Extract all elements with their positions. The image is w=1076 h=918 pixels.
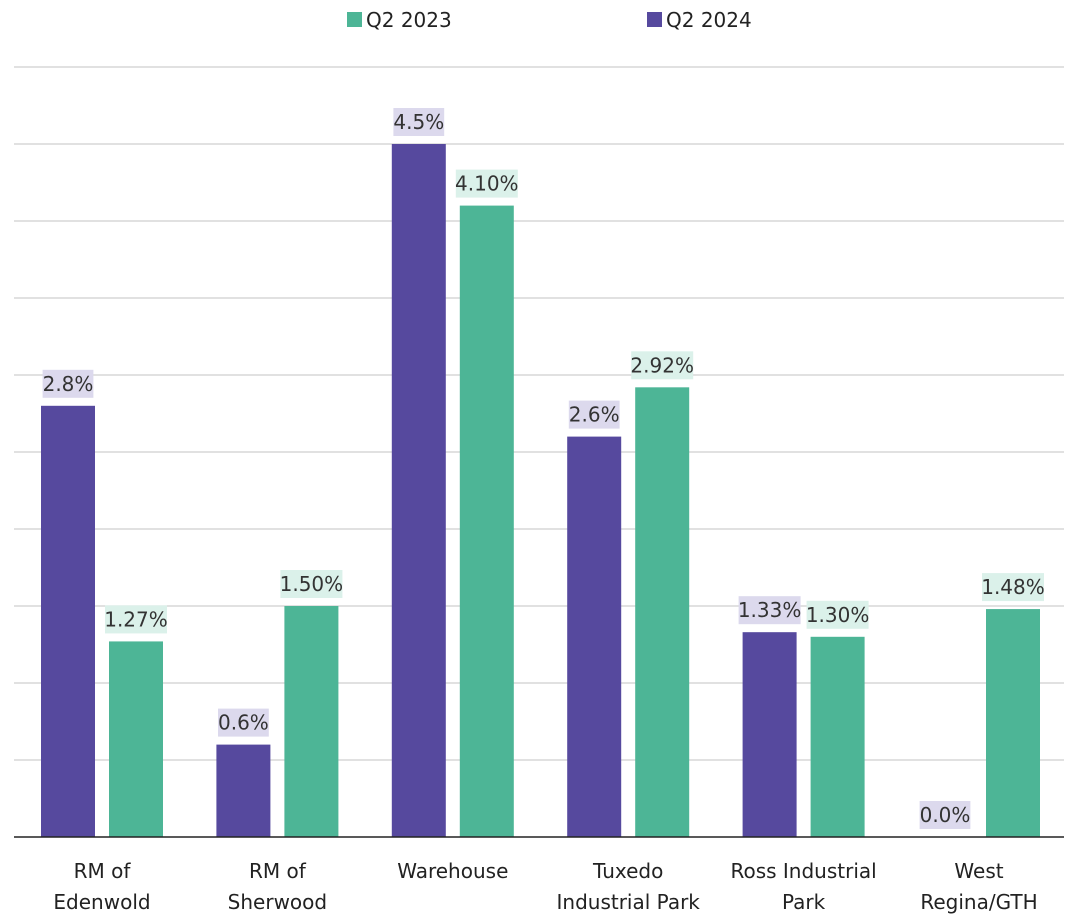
bar	[986, 609, 1040, 837]
bar	[742, 632, 797, 837]
data-label: 2.8%	[42, 369, 94, 398]
data-label: 0.0%	[919, 801, 971, 829]
category-label: Ross Industrial Park	[730, 859, 876, 914]
category-label: Tuxedo Industrial Park	[557, 859, 701, 914]
data-label-background	[280, 570, 343, 598]
bar	[216, 744, 271, 837]
data-label-text: 0.6%	[218, 711, 269, 735]
gridlines	[14, 66, 1064, 761]
data-label: 2.92%	[630, 351, 694, 380]
category-label: Warehouse	[397, 859, 508, 883]
data-label: 1.48%	[981, 573, 1045, 602]
legend-swatch	[647, 12, 662, 27]
bar	[391, 144, 446, 837]
data-label-background	[806, 600, 869, 629]
legend-item: Q2 2024	[647, 8, 752, 32]
data-label-text: 4.5%	[393, 110, 444, 134]
data-label-background	[919, 801, 971, 829]
data-label: 0.6%	[218, 708, 269, 737]
category-label: West Regina/GTH	[920, 859, 1037, 914]
data-label: 1.33%	[738, 596, 802, 625]
data-label-text: 2.8%	[43, 372, 94, 396]
data-label-background	[738, 596, 801, 625]
data-label: 1.30%	[806, 600, 870, 629]
legend-item: Q2 2023	[347, 8, 452, 32]
data-label-text: 4.10%	[455, 172, 519, 196]
data-label: 4.5%	[393, 108, 444, 136]
data-label-background	[982, 573, 1044, 602]
legend-swatch	[347, 12, 362, 27]
bar	[810, 636, 865, 837]
data-label-background	[42, 369, 94, 398]
data-label-text: 1.30%	[806, 603, 870, 627]
data-label-text: 0.0%	[920, 803, 971, 827]
category-label: RM of Edenwold	[53, 859, 150, 914]
data-label: 1.27%	[104, 605, 168, 634]
bar	[284, 606, 339, 837]
data-label-text: 1.27%	[104, 607, 168, 631]
legend: Q2 2023 Q2 2024	[347, 8, 752, 32]
category-label: RM of Sherwood	[228, 859, 327, 914]
bar	[567, 436, 622, 837]
data-label-text: 1.50%	[280, 572, 344, 596]
bar	[635, 387, 690, 837]
data-label-text: 2.6%	[569, 403, 620, 427]
data-label-background	[393, 108, 445, 136]
bar	[41, 405, 95, 837]
bars	[41, 144, 1040, 838]
data-label-background	[455, 169, 518, 198]
x-axis: RM of Edenwold RM of Sherwood Warehouse Tuxed…	[14, 836, 1064, 914]
data-label-text: 1.33%	[738, 598, 802, 622]
data-label-text: 2.92%	[630, 353, 694, 377]
bar	[109, 641, 163, 837]
data-labels: 2.8% 0.6% 4.5% 2.6% 1.33% 0.0% 1.27% 1.50% 4.10%…	[43, 108, 1045, 829]
data-label-background	[105, 605, 167, 634]
data-label: 2.6%	[568, 400, 620, 429]
data-label-text: 1.48%	[981, 575, 1045, 599]
data-label: 4.10%	[455, 169, 519, 198]
bar	[459, 205, 514, 838]
data-label-background	[568, 400, 620, 429]
data-label-background	[631, 351, 694, 380]
data-label-background	[218, 708, 269, 737]
data-label: 1.50%	[280, 570, 344, 598]
legend-label: Q2 2023	[366, 8, 452, 32]
legend-label: Q2 2024	[666, 8, 752, 32]
